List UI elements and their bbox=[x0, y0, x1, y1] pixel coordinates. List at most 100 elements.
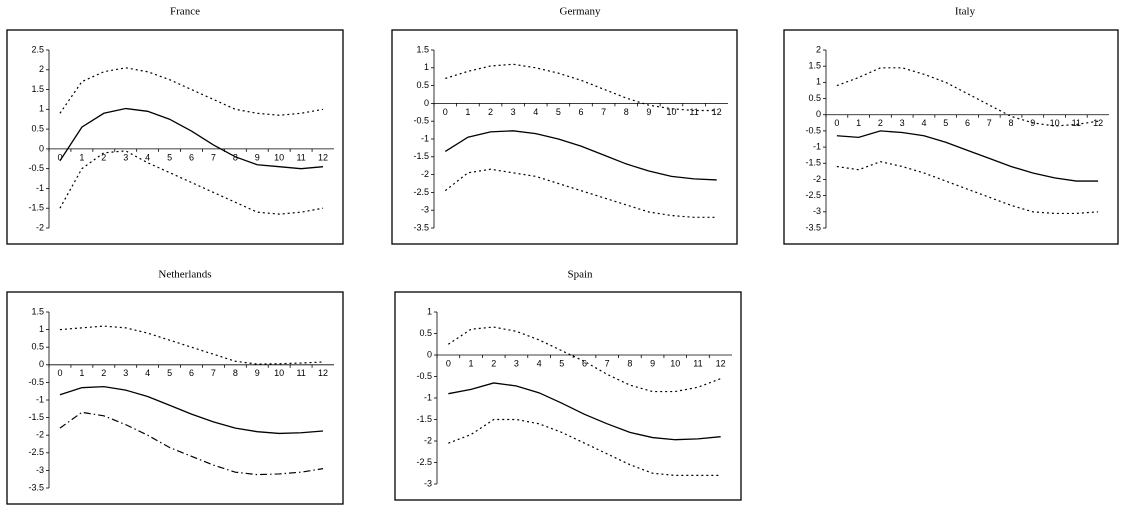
series-line bbox=[444, 168, 717, 218]
y-tick-label: -3 bbox=[36, 465, 44, 475]
y-tick-label: -2.5 bbox=[413, 187, 429, 197]
series-line bbox=[59, 107, 324, 170]
x-tick-label: 2 bbox=[878, 118, 883, 128]
y-tick-label: -0.5 bbox=[28, 163, 44, 173]
x-tick-label: 0 bbox=[446, 358, 451, 368]
y-tick-label: 1.5 bbox=[31, 84, 44, 94]
x-tick-label: 4 bbox=[145, 152, 150, 162]
x-tick-label: 10 bbox=[274, 368, 284, 378]
x-tick-label: 7 bbox=[211, 152, 216, 162]
x-tick-label: 2 bbox=[101, 152, 106, 162]
y-tick-label: -2.5 bbox=[805, 190, 821, 200]
y-tick-label: -1 bbox=[813, 141, 821, 151]
series-line bbox=[444, 130, 717, 181]
chart-frame bbox=[6, 29, 344, 245]
x-tick-label: 9 bbox=[255, 368, 260, 378]
y-tick-label: -0.5 bbox=[28, 377, 44, 387]
x-tick-label: 7 bbox=[987, 118, 992, 128]
chart-frame bbox=[6, 291, 344, 505]
y-tick-label: 1 bbox=[816, 77, 821, 87]
chart-frame bbox=[391, 29, 738, 245]
x-tick-label: 6 bbox=[965, 118, 970, 128]
chart-title: France bbox=[170, 6, 200, 18]
y-tick-label: 2 bbox=[39, 64, 44, 74]
y-tick-label: -1.5 bbox=[805, 158, 821, 168]
x-tick-label: 12 bbox=[318, 152, 328, 162]
x-tick-label: 0 bbox=[57, 152, 62, 162]
x-tick-label: 11 bbox=[296, 368, 305, 378]
y-tick-label: -3 bbox=[813, 206, 821, 216]
x-tick-label: 2 bbox=[491, 358, 496, 368]
y-tick-label: -1 bbox=[424, 392, 432, 402]
chart-frame bbox=[394, 291, 742, 501]
x-tick-label: 6 bbox=[189, 152, 194, 162]
x-tick-label: 12 bbox=[716, 358, 726, 368]
y-tick-label: -1.5 bbox=[28, 412, 44, 422]
y-tick-label: -1 bbox=[421, 133, 429, 143]
series-line bbox=[445, 63, 717, 112]
x-tick-label: 0 bbox=[834, 118, 839, 128]
x-tick-label: 3 bbox=[123, 152, 128, 162]
y-tick-label: 2.5 bbox=[31, 44, 44, 54]
y-tick-label: 0 bbox=[39, 143, 44, 153]
x-tick-label: 11 bbox=[693, 358, 702, 368]
x-tick-label: 4 bbox=[537, 358, 542, 368]
y-tick-label: -3.5 bbox=[413, 222, 429, 232]
y-tick-label: -2 bbox=[421, 169, 429, 179]
y-tick-label: 1 bbox=[427, 306, 432, 316]
series-line bbox=[59, 411, 324, 476]
x-tick-label: 11 bbox=[296, 152, 305, 162]
y-tick-label: -1.5 bbox=[413, 151, 429, 161]
x-tick-label: 6 bbox=[582, 358, 587, 368]
x-tick-label: 3 bbox=[123, 368, 128, 378]
x-tick-label: 1 bbox=[469, 358, 474, 368]
x-tick-label: 10 bbox=[1050, 118, 1060, 128]
y-tick-label: 1.5 bbox=[31, 306, 44, 316]
y-tick-label: -3.5 bbox=[28, 482, 44, 492]
y-tick-label: -1 bbox=[36, 183, 44, 193]
y-tick-label: -2.5 bbox=[28, 447, 44, 457]
y-tick-label: 0 bbox=[427, 349, 432, 359]
chart-title: Germany bbox=[560, 6, 601, 18]
y-tick-label: -2 bbox=[424, 435, 432, 445]
y-tick-label: 0 bbox=[816, 109, 821, 119]
x-tick-label: 3 bbox=[514, 358, 519, 368]
x-tick-label: 7 bbox=[211, 368, 216, 378]
x-tick-label: 12 bbox=[1093, 118, 1103, 128]
y-tick-label: 1 bbox=[39, 324, 44, 334]
y-tick-label: 1 bbox=[39, 104, 44, 114]
series-line bbox=[448, 418, 721, 476]
y-tick-label: -2.5 bbox=[416, 457, 432, 467]
x-tick-label: 8 bbox=[1009, 118, 1014, 128]
x-tick-label: 1 bbox=[465, 107, 470, 117]
x-tick-label: 10 bbox=[666, 107, 676, 117]
x-tick-label: 12 bbox=[318, 368, 328, 378]
x-tick-label: 4 bbox=[533, 107, 538, 117]
series-line bbox=[59, 325, 324, 365]
y-tick-label: 0.5 bbox=[31, 342, 44, 352]
chart-title: Netherlands bbox=[158, 269, 211, 281]
x-tick-label: 10 bbox=[670, 358, 680, 368]
y-tick-label: -3 bbox=[421, 205, 429, 215]
x-tick-label: 8 bbox=[624, 107, 629, 117]
y-tick-label: 2 bbox=[816, 44, 821, 54]
x-tick-label: 5 bbox=[943, 118, 948, 128]
y-tick-label: 0.5 bbox=[419, 328, 432, 338]
y-tick-label: -2 bbox=[36, 430, 44, 440]
x-tick-label: 1 bbox=[856, 118, 861, 128]
x-tick-label: 7 bbox=[605, 358, 610, 368]
x-tick-label: 11 bbox=[1072, 118, 1081, 128]
x-tick-label: 6 bbox=[189, 368, 194, 378]
y-tick-label: -1.5 bbox=[28, 203, 44, 213]
series-line bbox=[836, 130, 1099, 182]
x-tick-label: 9 bbox=[646, 107, 651, 117]
x-tick-label: 0 bbox=[57, 368, 62, 378]
x-tick-label: 5 bbox=[167, 152, 172, 162]
y-tick-label: -3.5 bbox=[805, 222, 821, 232]
series-line bbox=[448, 326, 721, 393]
x-tick-label: 7 bbox=[601, 107, 606, 117]
x-tick-label: 10 bbox=[274, 152, 284, 162]
y-tick-label: 0.5 bbox=[416, 80, 429, 90]
x-tick-label: 9 bbox=[650, 358, 655, 368]
